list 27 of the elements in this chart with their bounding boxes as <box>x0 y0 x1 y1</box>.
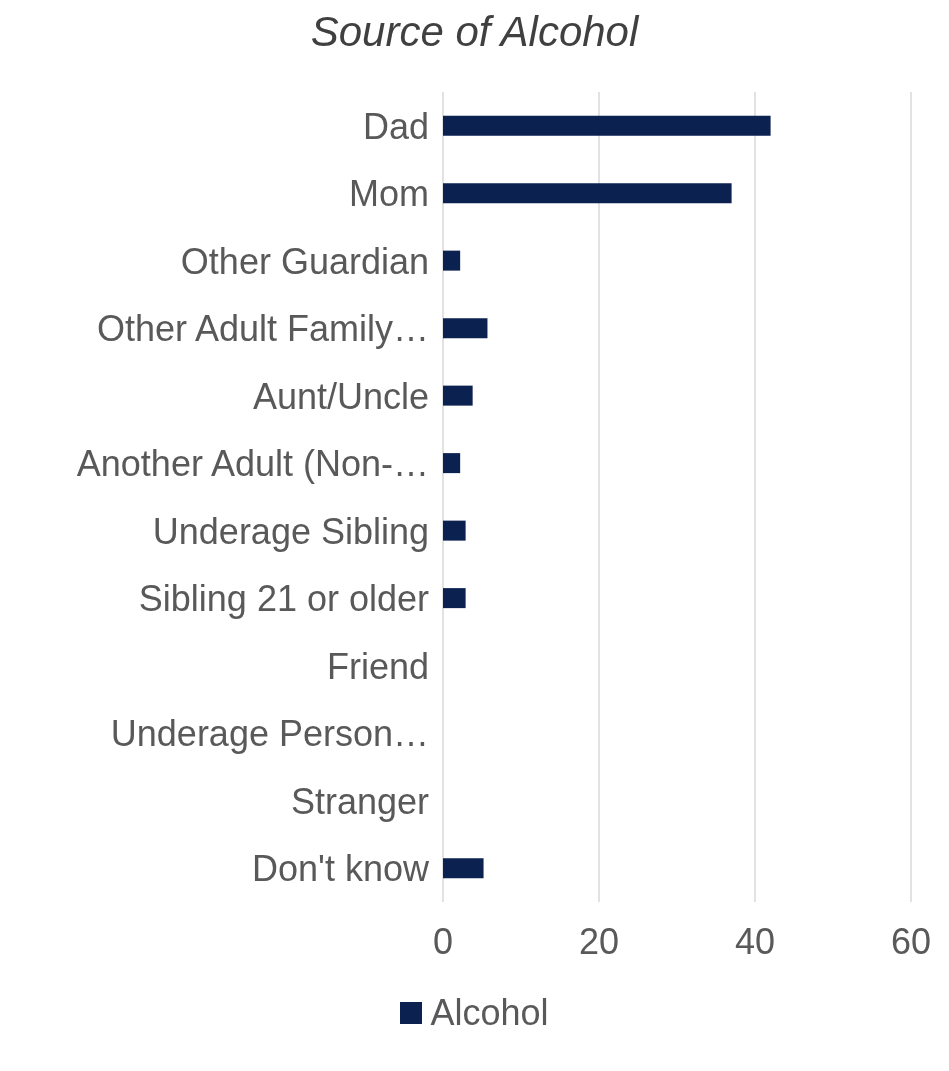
bar <box>443 115 771 136</box>
x-tick-label: 0 <box>432 920 454 962</box>
y-tick-label: Underage Sibling <box>152 510 429 552</box>
x-tick-label: 20 <box>578 920 620 962</box>
x-tick-label: 40 <box>734 920 776 962</box>
y-tick-label: Another Adult (Non-… <box>76 443 429 485</box>
y-tick-label: Other Guardian <box>180 240 429 282</box>
bar <box>443 858 484 879</box>
y-tick-label: Don't know <box>252 848 430 890</box>
chart-title: Source of Alcohol <box>309 8 641 56</box>
bar <box>443 385 473 406</box>
legend-label: Alcohol <box>430 992 549 1034</box>
y-tick-label: Stranger <box>290 780 430 822</box>
y-tick-label: Aunt/Uncle <box>252 375 429 417</box>
y-tick-label: Other Adult Family… <box>96 308 429 350</box>
y-tick-label: Friend <box>326 645 429 687</box>
bar <box>443 250 461 271</box>
y-tick-label: Dad <box>362 105 429 147</box>
y-tick-label: Mom <box>349 173 429 215</box>
bar <box>443 183 732 204</box>
bar <box>443 318 488 339</box>
bar <box>443 453 461 474</box>
y-tick-label: Sibling 21 or older <box>138 578 429 620</box>
y-tick-label: Underage Person… <box>110 713 429 755</box>
bar <box>443 588 466 609</box>
x-tick-label: 60 <box>890 920 932 962</box>
bar <box>443 520 466 541</box>
